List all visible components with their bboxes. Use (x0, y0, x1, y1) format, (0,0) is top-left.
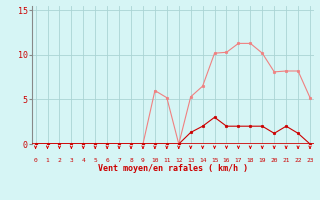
X-axis label: Vent moyen/en rafales ( km/h ): Vent moyen/en rafales ( km/h ) (98, 164, 248, 173)
